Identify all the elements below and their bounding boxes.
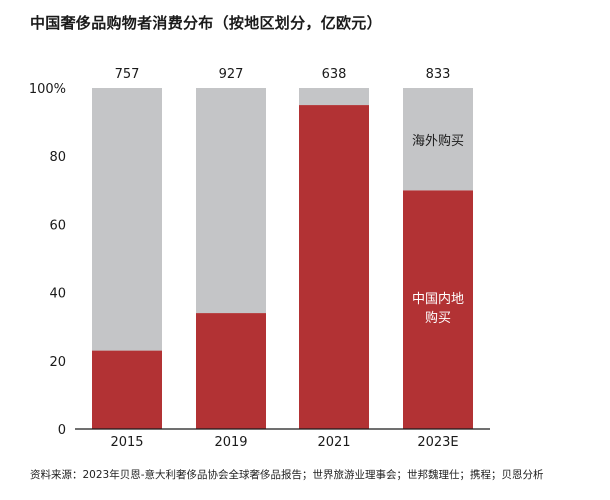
y-tick-label: 100%	[29, 82, 66, 97]
x-tick-label-2023E: 2023E	[417, 435, 458, 450]
bar-overseas-2021	[299, 88, 369, 106]
bar-domestic-2023E	[403, 190, 473, 429]
y-tick-label: 20	[49, 355, 66, 370]
y-tick-label: 80	[49, 150, 66, 165]
y-tick-label: 40	[49, 287, 66, 302]
bar-domestic-2021	[299, 105, 369, 430]
total-label-2015: 757	[115, 67, 140, 82]
domestic-annotation-line: 中国内地	[412, 291, 464, 307]
y-tick-label: 60	[49, 218, 66, 233]
bar-domestic-2015	[92, 350, 162, 429]
overseas-annotation: 海外购买	[412, 133, 464, 149]
bar-overseas-2015	[92, 88, 162, 351]
total-label-2019: 927	[219, 67, 244, 82]
x-tick-label-2015: 2015	[110, 435, 143, 450]
bar-overseas-2019	[196, 88, 266, 314]
chart-title: 中国奢侈品购物者消费分布（按地区划分，亿欧元）	[30, 14, 382, 32]
bar-domestic-2019	[196, 313, 266, 429]
x-tick-label-2021: 2021	[317, 435, 350, 450]
domestic-annotation-line: 购买	[425, 310, 451, 326]
total-label-2023E: 833	[426, 67, 451, 82]
bar-overseas-2023E	[403, 88, 473, 191]
x-tick-label-2019: 2019	[214, 435, 247, 450]
y-tick-label: 0	[58, 423, 66, 438]
total-label-2021: 638	[322, 67, 347, 82]
source-note: 资料来源：2023年贝恩-意大利奢侈品协会全球奢侈品报告；世界旅游业理事会；世邦…	[30, 469, 544, 481]
